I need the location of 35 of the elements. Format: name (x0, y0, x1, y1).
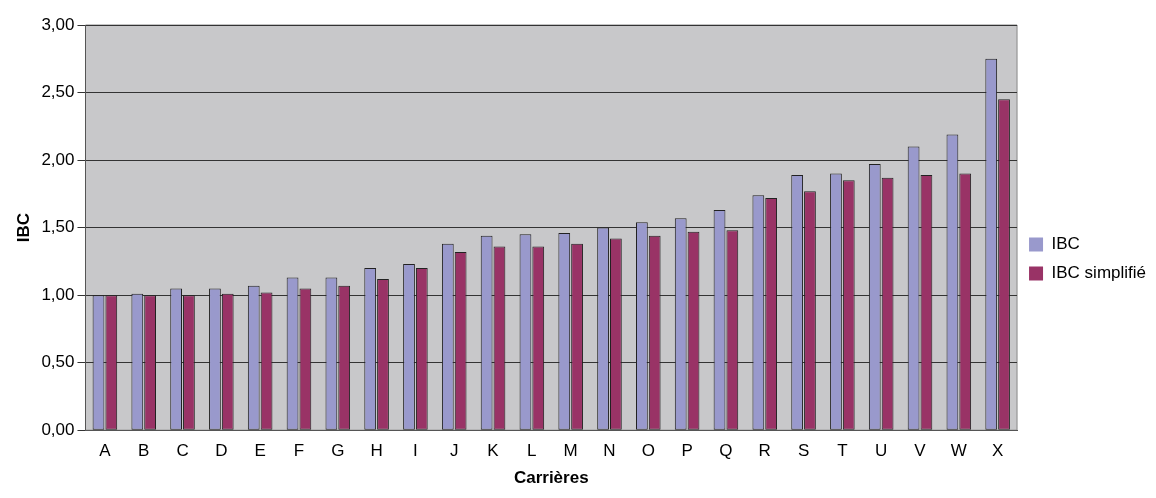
x-tick-label: K (487, 441, 500, 461)
legend-label: IBC simplifié (1051, 263, 1147, 283)
x-tick-label: L (527, 441, 537, 461)
x-tick-label: W (950, 441, 967, 461)
x-tick-label: A (99, 441, 112, 461)
x-tick-label: X (991, 441, 1004, 461)
x-tick-label: E (254, 441, 266, 461)
y-tick-label: 0,00 (41, 419, 75, 439)
x-tick-label: I (413, 441, 418, 461)
x-tick-label: J (449, 441, 459, 461)
x-tick-label: S (797, 441, 810, 461)
x-tick-label: F (293, 441, 305, 461)
x-tick-label: B (138, 441, 150, 461)
x-tick-label: T (837, 441, 848, 461)
x-tick-label: U (875, 441, 888, 461)
x-tick-label: Q (719, 441, 733, 461)
y-tick-label: 1,50 (41, 217, 75, 237)
x-tick-label: H (370, 441, 383, 461)
y-tick-label: 3,00 (41, 14, 75, 34)
legend-label: IBC (1051, 234, 1080, 254)
y-tick-label: 2,00 (41, 149, 75, 169)
x-axis-title: Carrières (513, 468, 589, 488)
x-tick-label: M (563, 441, 578, 461)
x-tick-label: N (603, 441, 616, 461)
x-tick-label: V (914, 441, 927, 461)
x-tick-label: D (215, 441, 228, 461)
x-tick-label: C (176, 441, 189, 461)
x-tick-label: R (758, 441, 771, 461)
y-tick-label: 1,00 (41, 284, 75, 304)
x-tick-label: P (681, 441, 693, 461)
y-axis-title: IBC (13, 212, 33, 243)
y-tick-label: 2,50 (41, 82, 75, 102)
x-tick-label: G (331, 441, 345, 461)
y-tick-label: 0,50 (41, 352, 75, 372)
x-tick-label: O (641, 441, 655, 461)
